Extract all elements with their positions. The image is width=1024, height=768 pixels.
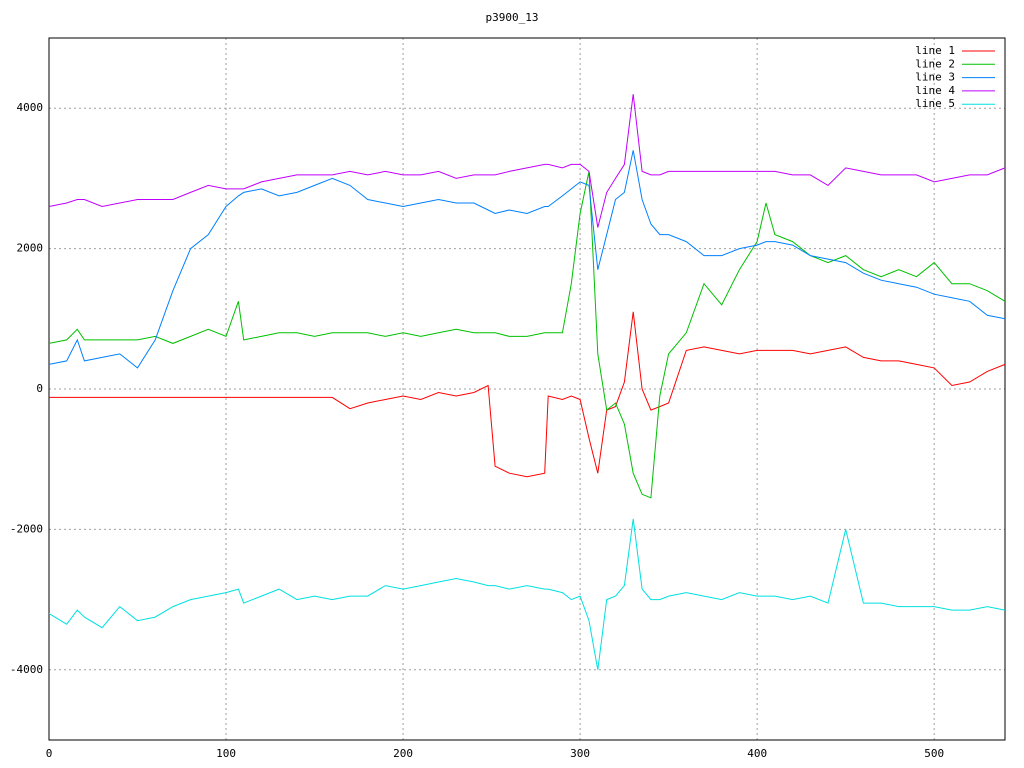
data-line bbox=[48, 171, 1006, 499]
x-tick-label: 400 bbox=[747, 747, 767, 760]
y-tick-label: -2000 bbox=[10, 522, 43, 535]
x-tick-label: 300 bbox=[570, 747, 590, 760]
x-tick-label: 200 bbox=[393, 747, 413, 760]
data-line bbox=[49, 311, 1006, 478]
legend-label: line 2 bbox=[915, 57, 955, 70]
y-tick-label: 2000 bbox=[17, 242, 44, 255]
data-line bbox=[48, 150, 1006, 369]
data-line bbox=[48, 518, 1006, 670]
y-tick-label: 4000 bbox=[17, 101, 44, 114]
x-tick-label: 0 bbox=[46, 747, 53, 760]
x-tick-label: 500 bbox=[924, 747, 944, 760]
chart-title: p3900_13 bbox=[486, 11, 539, 24]
y-tick-label: 0 bbox=[36, 382, 43, 395]
legend-label: line 5 bbox=[915, 97, 955, 110]
legend-label: line 3 bbox=[915, 71, 955, 84]
legend-label: line 4 bbox=[915, 84, 955, 97]
legend-label: line 1 bbox=[915, 44, 955, 57]
plot-frame bbox=[48, 37, 1006, 741]
data-line bbox=[48, 94, 1006, 228]
x-tick-label: 100 bbox=[216, 747, 236, 760]
y-tick-label: -4000 bbox=[10, 663, 43, 676]
